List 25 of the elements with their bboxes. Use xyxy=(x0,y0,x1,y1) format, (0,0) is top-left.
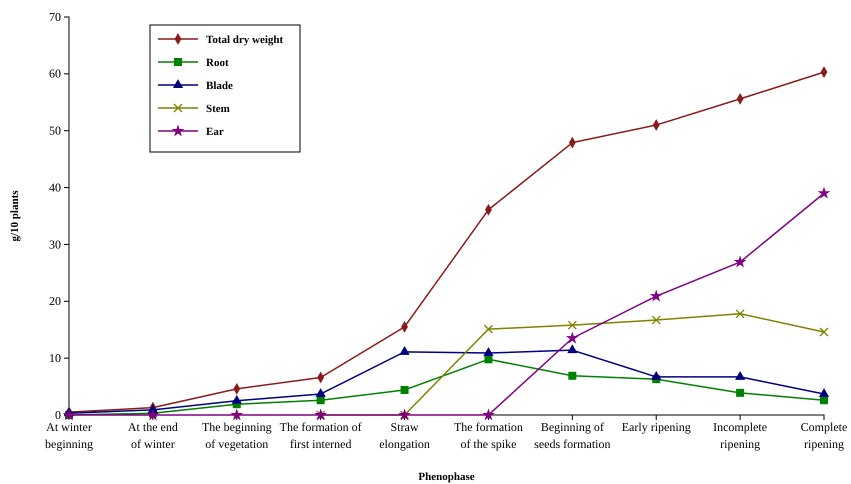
y-tick-label: 0 xyxy=(55,408,61,422)
x-tick-label: Early ripening xyxy=(622,420,691,434)
legend-label: Blade xyxy=(206,80,234,92)
x-axis-title: Phenophase xyxy=(418,471,475,483)
y-tick-label: 10 xyxy=(49,350,61,365)
y-tick-label: 30 xyxy=(49,237,61,252)
x-tick-label: At winter beginning xyxy=(45,420,93,451)
y-tick-label: 60 xyxy=(49,66,61,81)
x-tick-label: The formation of first interned xyxy=(280,420,362,451)
y-tick-label: 50 xyxy=(49,124,61,138)
legend-label: Ear xyxy=(206,126,224,138)
y-axis-title: g/10 plants xyxy=(9,190,21,242)
y-tick-label: 20 xyxy=(49,294,61,308)
y-tick-label: 40 xyxy=(49,180,61,194)
x-tick-label: The beginning of vegetation xyxy=(202,420,272,451)
x-tick-label: At the end of winter xyxy=(128,420,178,451)
legend-label: Total dry weight xyxy=(206,34,284,46)
legend-label: Stem xyxy=(206,103,230,115)
x-tick-label: Beginning of seeds formation xyxy=(534,420,610,451)
x-tick-label: Complete ripening xyxy=(800,420,848,451)
y-tick-label: 70 xyxy=(49,10,61,24)
x-tick-label: Straw elongation xyxy=(379,420,430,451)
x-tick-label: Incomplete ripening xyxy=(713,420,768,451)
x-tick-label: The formation of the spike xyxy=(454,420,523,451)
legend-label: Root xyxy=(206,57,229,69)
